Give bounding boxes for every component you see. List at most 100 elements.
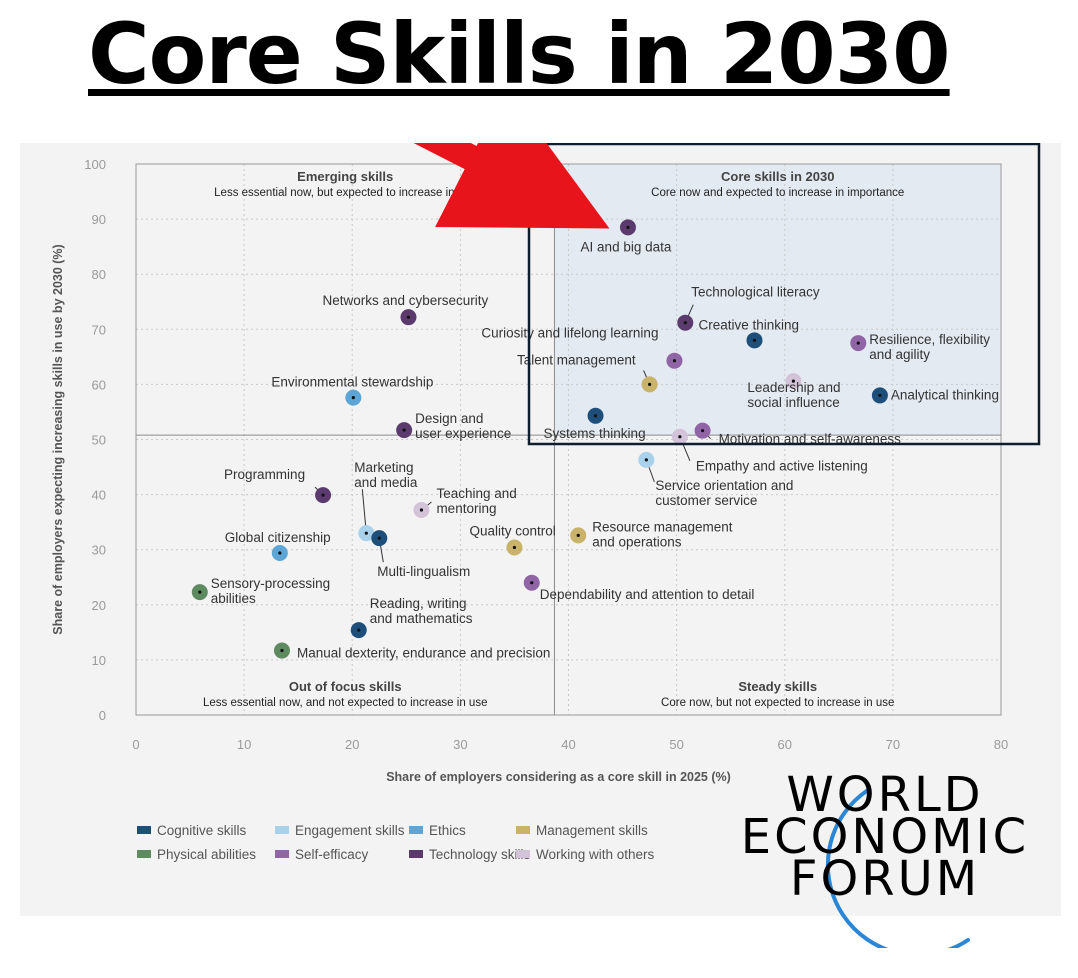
legend-label-3: Management skills [536, 823, 648, 838]
legend-swatch-2 [409, 826, 423, 834]
y-tick-label: 40 [92, 488, 106, 503]
data-point-dot-4 [672, 359, 677, 363]
point-label-line: Multi-lingualism [377, 564, 470, 579]
data-point-dot-25 [280, 648, 284, 653]
logo-line-1: WORLD [786, 767, 984, 823]
data-point-dot-0 [626, 225, 630, 229]
data-point-dot-5 [647, 382, 652, 386]
point-label-line: Marketing [354, 460, 413, 475]
point-label-7: Analytical thinking [891, 387, 999, 402]
point-label-line: Sensory-processing [211, 576, 330, 591]
legend-swatch-7 [516, 850, 530, 858]
axis-ticks: 0 10 20 30 40 50 60 70 80 0 10 20 30 40 50 60 70 80 90 100 [84, 157, 1008, 752]
data-points [191, 219, 888, 659]
point-label-6: Leadership and social influence [747, 380, 840, 410]
x-tick-label: 10 [237, 737, 251, 752]
wef-logo: WORLD ECONOMIC FORUM [720, 768, 1050, 948]
data-point-dot-19 [377, 536, 381, 540]
x-tick-label: 0 [132, 737, 139, 752]
point-label-line: social influence [747, 395, 839, 410]
point-label-line: Curiosity and lifelong learning [481, 326, 658, 341]
y-tick-label: 30 [92, 543, 106, 558]
highlight-overlay [413, 143, 1041, 446]
point-label-line: Talent management [517, 352, 636, 367]
point-label-line: abilities [211, 591, 256, 606]
point-label-20: Quality control [469, 523, 555, 538]
scatter-chart: Emerging skills Less essential now, but e… [51, 143, 1041, 862]
point-label-25: Manual dexterity, endurance and precisio… [297, 646, 550, 661]
point-label-23: Dependability and attention to detail [540, 587, 755, 602]
point-label-11: Service orientation and customer service [655, 478, 793, 508]
y-tick-label: 0 [99, 708, 106, 723]
quadrant-labels: Emerging skills Less essential now, but e… [203, 169, 904, 709]
data-point-dot-12 [406, 315, 411, 319]
point-label-24: Reading, writing and mathematics [370, 596, 473, 626]
point-label-line: Networks and cybersecurity [322, 293, 488, 308]
quadrant-title-3: Steady skills [738, 679, 817, 694]
data-point-dot-3 [856, 341, 860, 345]
point-label-5: Talent management [517, 352, 636, 367]
point-label-line: user experience [415, 426, 511, 441]
legend-label-2: Ethics [429, 823, 466, 838]
point-label-19: Multi-lingualism [377, 564, 470, 579]
y-tick-label: 10 [92, 653, 106, 668]
headline-title: Core Skills in 2030 [88, 5, 951, 103]
point-label-4: Curiosity and lifelong learning [481, 326, 658, 341]
y-tick-label: 50 [92, 433, 106, 448]
y-tick-label: 100 [84, 157, 106, 172]
point-label-line: Design and [415, 411, 483, 426]
data-point-dot-20 [512, 545, 517, 550]
quadrant-title-0: Emerging skills [297, 169, 393, 184]
data-point-dot-13 [351, 396, 355, 400]
data-point-dot-8 [593, 414, 598, 418]
data-point-dot-9 [700, 429, 705, 433]
data-point-dot-22 [198, 590, 202, 594]
point-label-16: Marketing and media [354, 460, 418, 490]
point-label-line: Technological literacy [691, 285, 820, 300]
quadrant-subtitle-1: Core now and expected to increase in imp… [651, 187, 904, 199]
legend-swatch-3 [516, 826, 530, 834]
data-point-dot-11 [644, 458, 648, 462]
legend: Cognitive skills Engagement skills Ethics M… [137, 823, 655, 862]
point-label-21: Resource management and operations [592, 519, 733, 549]
x-tick-label: 70 [886, 737, 900, 752]
data-point-dot-15 [321, 493, 325, 497]
legend-label-0: Cognitive skills [157, 823, 247, 838]
legend-label-7: Working with others [536, 847, 655, 862]
point-label-line: and mathematics [370, 611, 473, 626]
logo-arc [825, 788, 970, 948]
legend-swatch-4 [137, 850, 151, 858]
point-label-12: Networks and cybersecurity [322, 293, 488, 308]
grid [136, 164, 1001, 715]
point-label-line: Resource management [592, 519, 733, 534]
data-point-dot-14 [402, 428, 406, 432]
point-label-line: Environmental stewardship [271, 375, 433, 390]
point-label-10: Empathy and active listening [696, 459, 868, 474]
point-label-17: Teaching and mentoring [436, 486, 516, 516]
point-label-2: Creative thinking [698, 317, 799, 332]
point-label-0: AI and big data [581, 239, 672, 254]
legend-swatch-5 [275, 850, 289, 858]
x-axis-label: Share of employers considering as a core… [386, 770, 731, 784]
point-label-line: mentoring [436, 501, 496, 516]
y-tick-label: 90 [92, 212, 106, 227]
logo-line-2: ECONOMIC [740, 809, 1030, 865]
legend-swatch-1 [275, 826, 289, 834]
point-label-line: and agility [869, 347, 930, 362]
point-label-line: Teaching and [436, 486, 516, 501]
scatter-chart-panel: Emerging skills Less essential now, but e… [20, 143, 1061, 916]
point-label-line: Programming [224, 467, 305, 482]
data-point-dot-7 [878, 393, 882, 398]
point-label-line: Reading, writing [370, 596, 467, 611]
axis-labels: Share of employers considering as a core… [51, 244, 731, 784]
y-tick-label: 70 [92, 322, 106, 337]
point-label-line: Quality control [469, 523, 555, 538]
point-label-line: Resilience, flexibility [869, 332, 990, 347]
legend-swatch-0 [137, 826, 151, 834]
core-quadrant-fill [554, 164, 1001, 436]
data-point-dot-18 [278, 551, 282, 555]
x-tick-label: 60 [778, 737, 792, 752]
point-label-line: AI and big data [581, 239, 672, 254]
quadrant-subtitle-0: Less essential now, but expected to incr… [214, 187, 476, 199]
y-tick-label: 60 [92, 377, 106, 392]
